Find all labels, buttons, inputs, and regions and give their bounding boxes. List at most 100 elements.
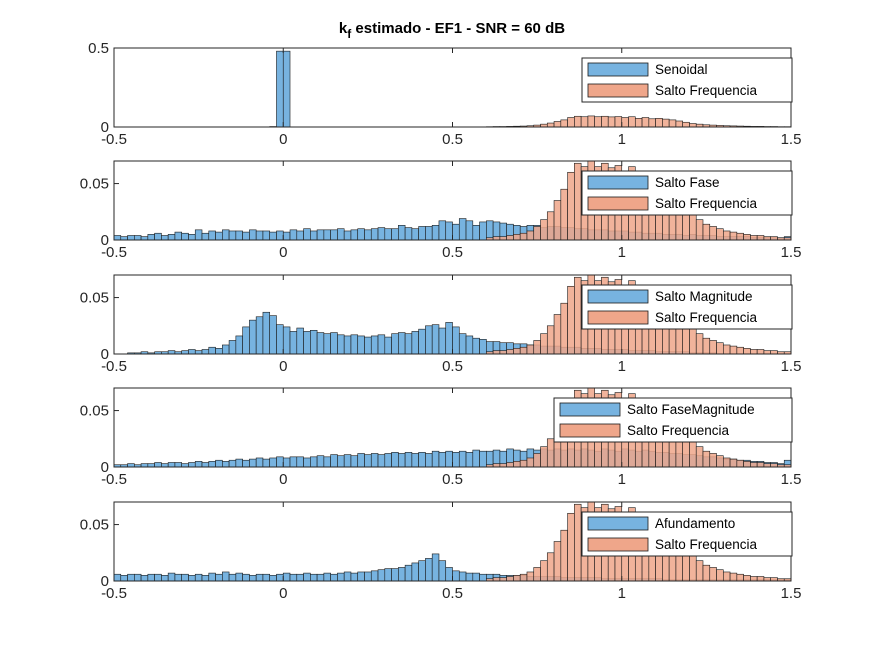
x-tick-label: 1.5 <box>781 471 802 488</box>
histogram-bar <box>499 350 507 354</box>
histogram-bar <box>743 575 751 581</box>
histogram-bar <box>228 230 237 240</box>
histogram-bar <box>174 231 182 240</box>
histogram-bar <box>364 571 372 581</box>
histogram-bar <box>181 573 189 581</box>
histogram-bar <box>513 575 521 581</box>
x-tick-label: -0.5 <box>101 244 127 261</box>
histogram-bar <box>770 463 778 467</box>
histogram-bar <box>580 116 589 127</box>
histogram-bar <box>242 231 250 240</box>
x-tick-label: 0 <box>279 131 287 148</box>
histogram-bar <box>364 454 372 467</box>
histogram-bar <box>188 349 196 354</box>
histogram-bar <box>526 457 535 467</box>
histogram-bar <box>709 226 717 240</box>
histogram-bar <box>228 573 237 581</box>
x-tick-label: 0 <box>279 358 287 375</box>
histogram-bar <box>614 116 623 127</box>
histogram-bar <box>472 225 480 240</box>
histogram-bar <box>553 121 562 127</box>
histogram-bar <box>370 335 379 354</box>
histogram-bar <box>282 457 291 467</box>
histogram-bar <box>499 463 507 467</box>
histogram-bar <box>695 446 704 467</box>
y-tick-label: 0.05 <box>80 290 109 307</box>
histogram-bar <box>750 349 758 354</box>
histogram-bar <box>249 575 257 581</box>
histogram-bar <box>384 568 392 581</box>
histogram-bar <box>431 225 440 240</box>
histogram-bar <box>465 572 474 581</box>
x-tick-label: 0.5 <box>442 131 463 148</box>
histogram-bar <box>519 459 528 467</box>
histogram-bar <box>519 232 528 240</box>
histogram-bar <box>560 529 568 581</box>
histogram-bar <box>553 200 562 240</box>
legend-label: Salto FaseMagnitude <box>627 402 755 417</box>
histogram-bar <box>276 230 284 240</box>
histogram-bar <box>418 560 426 581</box>
histogram-bar <box>452 452 460 467</box>
histogram-bar <box>377 569 386 581</box>
y-tick-label: 0.05 <box>80 403 109 420</box>
histogram-bar <box>546 122 555 127</box>
histogram-bar <box>343 230 352 240</box>
histogram-bar <box>377 454 386 467</box>
histogram-bar <box>662 118 670 127</box>
histogram-bar <box>255 457 264 467</box>
legend-swatch <box>587 289 649 304</box>
histogram-bar <box>235 335 243 354</box>
histogram-bar <box>702 223 711 240</box>
legend-label: Salto Frequencia <box>627 423 730 438</box>
histogram-bar <box>601 115 609 127</box>
histogram-bar <box>594 116 602 127</box>
histogram-bar <box>729 345 738 354</box>
histogram-bar <box>316 573 325 581</box>
histogram-bar <box>310 329 318 354</box>
histogram-bar <box>458 333 467 354</box>
histogram-bar <box>316 229 325 240</box>
histogram-bar <box>452 223 460 240</box>
histogram-bar <box>350 334 359 354</box>
histogram-bar <box>391 333 399 354</box>
histogram-bar <box>567 285 575 354</box>
histogram-bar <box>167 462 176 467</box>
histogram-bar <box>370 228 379 240</box>
histogram-bar <box>770 350 778 354</box>
histogram-bar <box>587 115 595 127</box>
histogram-bar <box>194 229 203 240</box>
histogram-bar <box>438 327 447 354</box>
legend: Salto FaseMagnitude Salto Frequencia <box>553 397 793 443</box>
histogram-bar <box>709 453 717 467</box>
histogram-bar <box>411 228 419 240</box>
histogram-bar <box>215 459 223 467</box>
histogram-bar <box>255 230 264 240</box>
histogram-bar <box>425 558 433 581</box>
histogram-bar <box>262 311 271 354</box>
histogram-bar <box>567 171 575 240</box>
histogram-bar <box>425 226 433 240</box>
histogram-bar <box>134 573 142 581</box>
histogram-bar <box>404 227 413 240</box>
y-tick-label: 0 <box>101 232 109 249</box>
histogram-bar <box>425 453 433 467</box>
histogram-bar <box>506 576 514 581</box>
histogram-bar <box>492 577 501 581</box>
histogram-bar <box>445 450 453 467</box>
legend-label: Salto Frequencia <box>655 83 758 98</box>
y-tick-label: 0.05 <box>80 176 109 193</box>
histogram-bar <box>722 344 731 354</box>
histogram-bar <box>716 569 724 581</box>
histogram-bar <box>127 235 135 240</box>
histogram-bar <box>249 319 257 354</box>
histogram-bar <box>222 571 230 581</box>
histogram-bar <box>208 230 216 240</box>
x-tick-label: -0.5 <box>101 358 127 375</box>
histogram-bar <box>208 461 216 467</box>
histogram-bar <box>147 234 155 240</box>
histogram-bar <box>391 452 399 467</box>
x-tick-label: 0 <box>279 244 287 261</box>
histogram-bar <box>689 123 697 127</box>
